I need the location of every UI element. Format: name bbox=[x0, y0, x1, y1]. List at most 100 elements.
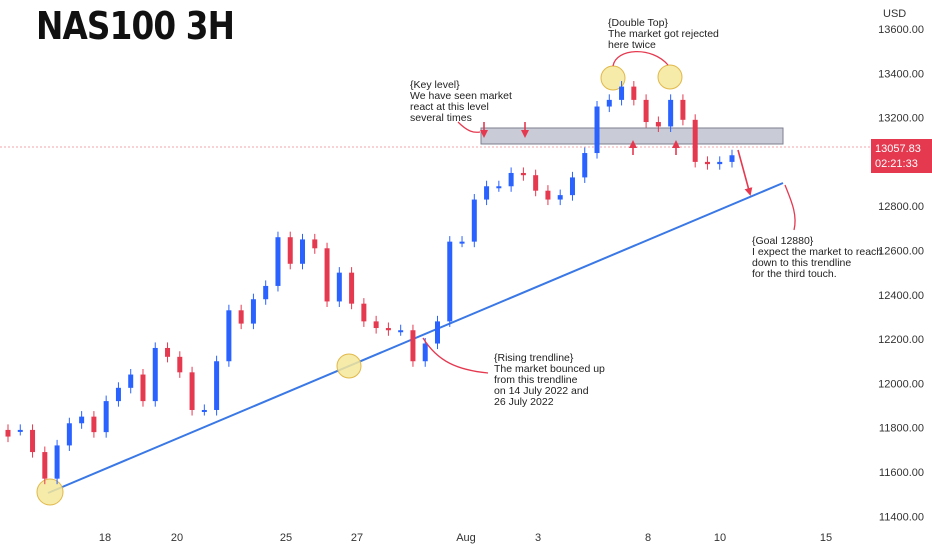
candle-down bbox=[91, 416, 97, 433]
key-level-line-3: several times bbox=[410, 112, 472, 124]
candle-up bbox=[619, 86, 625, 100]
candle-up bbox=[17, 429, 23, 432]
candle-down bbox=[42, 452, 48, 479]
rising-trendline-line-1: The market bounced up bbox=[494, 363, 605, 375]
goal-arrow-icon bbox=[737, 149, 753, 196]
goal-connector bbox=[784, 184, 796, 231]
candle-up bbox=[226, 310, 232, 362]
candle-up bbox=[569, 177, 575, 196]
price-tick-label: 11800.00 bbox=[879, 423, 924, 435]
candle-down bbox=[189, 372, 195, 410]
candle-up bbox=[300, 239, 306, 264]
candle-up bbox=[557, 195, 563, 200]
goal-line-2: down to this trendline bbox=[752, 257, 851, 269]
current-price-tag bbox=[871, 139, 932, 173]
price-tick-label: 11600.00 bbox=[879, 467, 924, 479]
candle-up bbox=[275, 237, 281, 286]
candle-up bbox=[668, 99, 674, 127]
price-tick-label: 13400.00 bbox=[878, 68, 924, 80]
candle-down bbox=[545, 190, 551, 200]
double-top-line-2: here twice bbox=[608, 39, 656, 51]
candle-up bbox=[128, 374, 134, 388]
time-tick-label: 10 bbox=[714, 532, 726, 544]
candle-down bbox=[373, 321, 379, 329]
candle-up bbox=[717, 161, 723, 165]
candle-down bbox=[704, 161, 710, 165]
key-level-connector bbox=[457, 121, 481, 133]
candle-up bbox=[214, 361, 220, 410]
time-tick-label: 25 bbox=[280, 532, 292, 544]
candle-down bbox=[692, 119, 698, 162]
candle-down bbox=[140, 374, 146, 402]
candle-up bbox=[459, 241, 465, 244]
candle-up bbox=[66, 423, 72, 446]
key-level-line-2: react at this level bbox=[410, 101, 489, 113]
candle-up bbox=[422, 343, 428, 362]
time-tick-label: 20 bbox=[171, 532, 183, 544]
currency-label: USD bbox=[883, 8, 906, 20]
double-top-highlight-2 bbox=[657, 64, 683, 90]
candle-up bbox=[103, 401, 109, 433]
time-tick-label: 15 bbox=[820, 532, 832, 544]
goal-line-3: for the third touch. bbox=[752, 268, 837, 280]
rising-trendline bbox=[47, 182, 784, 494]
time-tick-label: 8 bbox=[645, 532, 651, 544]
candle-down bbox=[385, 328, 391, 331]
key-level-title: {Key level} bbox=[410, 79, 460, 91]
candle-down bbox=[324, 248, 330, 302]
key-level-zone bbox=[480, 127, 784, 145]
price-tick-label: 11400.00 bbox=[879, 511, 924, 523]
price-tick-label: 12200.00 bbox=[878, 334, 924, 346]
candle-up bbox=[263, 285, 269, 300]
countdown-value: 02:21:33 bbox=[875, 158, 918, 170]
candles bbox=[5, 81, 735, 485]
candle-up bbox=[336, 272, 342, 302]
candle-up bbox=[729, 155, 735, 162]
double-top-line-1: The market got rejected bbox=[608, 28, 719, 40]
rising-trendline-title: {Rising trendline} bbox=[494, 352, 574, 364]
candle-down bbox=[238, 310, 244, 324]
price-tick-label: 12400.00 bbox=[878, 290, 924, 302]
candle-down bbox=[680, 99, 686, 120]
rising-trendline-connector bbox=[422, 337, 489, 374]
candle-up bbox=[606, 99, 612, 107]
candle-up bbox=[484, 186, 490, 200]
rising-trendline-line-4: 26 July 2022 bbox=[494, 396, 554, 408]
key-level-line-1: We have seen market bbox=[410, 90, 512, 102]
candle-up bbox=[496, 186, 502, 189]
candle-up bbox=[201, 409, 207, 412]
time-tick-label: 27 bbox=[351, 532, 363, 544]
candle-down bbox=[30, 429, 36, 453]
candle-down bbox=[410, 330, 416, 362]
candle-up bbox=[398, 330, 404, 333]
double-top-connector bbox=[612, 51, 669, 67]
candle-down bbox=[349, 272, 355, 304]
candle-down bbox=[5, 429, 11, 437]
candle-down bbox=[361, 303, 367, 322]
candle-up bbox=[434, 321, 440, 344]
candle-up bbox=[508, 172, 514, 187]
time-tick-label: 18 bbox=[99, 532, 111, 544]
candle-down bbox=[631, 86, 637, 100]
candle-up bbox=[115, 387, 121, 402]
rising-trendline-line-3: on 14 July 2022 and bbox=[494, 385, 589, 397]
touch-highlight-2 bbox=[336, 353, 362, 379]
candle-down bbox=[643, 99, 649, 123]
time-tick-label: Aug bbox=[456, 532, 476, 544]
candle-down bbox=[655, 122, 661, 127]
candle-up bbox=[582, 153, 588, 178]
candle-up bbox=[79, 416, 85, 424]
candle-up bbox=[594, 106, 600, 154]
price-axis[interactable]: 11400.00 11600.00 11800.00 12000.00 12200.00… bbox=[878, 24, 924, 523]
price-tick-label: 13600.00 bbox=[878, 24, 924, 36]
time-axis[interactable]: 18 20 25 27 Aug 3 8 10 15 bbox=[99, 532, 832, 544]
candle-up bbox=[447, 241, 453, 322]
goal-line-1: I expect the market to reach bbox=[752, 246, 882, 258]
candle-down bbox=[165, 347, 171, 357]
candle-up bbox=[54, 445, 60, 479]
double-top-title: {Double Top} bbox=[608, 17, 668, 29]
candle-down bbox=[520, 172, 526, 176]
candle-down bbox=[533, 175, 539, 191]
candle-down bbox=[287, 237, 293, 264]
